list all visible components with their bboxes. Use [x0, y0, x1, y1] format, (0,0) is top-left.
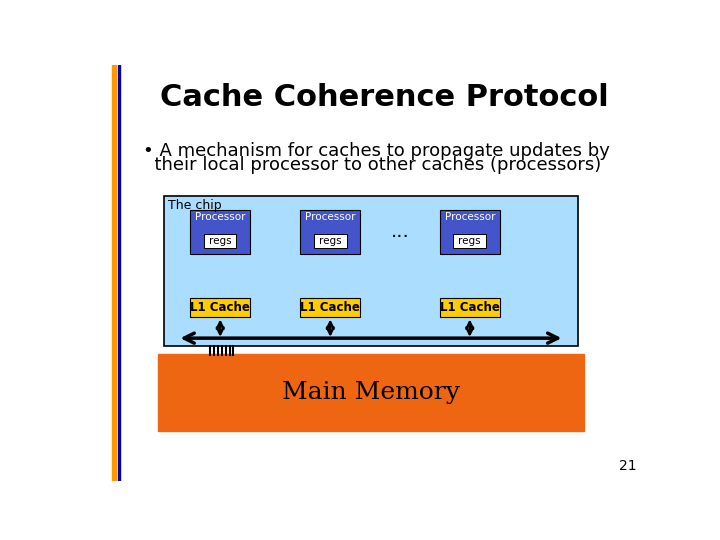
Bar [118, 65, 120, 481]
Text: • A mechanism for caches to propagate updates by: • A mechanism for caches to propagate up… [143, 142, 610, 160]
Text: their local processor to other caches (processors): their local processor to other caches (p… [143, 156, 601, 174]
Bar [190, 210, 251, 254]
Bar [314, 234, 346, 248]
Text: ...: ... [391, 222, 410, 241]
Bar [300, 210, 361, 254]
Text: regs: regs [209, 236, 232, 246]
Bar [454, 234, 486, 248]
Text: L1 Cache: L1 Cache [300, 301, 360, 314]
Text: Cache Coherence Protocol: Cache Coherence Protocol [160, 83, 609, 112]
Text: L1 Cache: L1 Cache [440, 301, 500, 314]
Text: regs: regs [459, 236, 481, 246]
Text: The chip: The chip [168, 199, 222, 212]
Bar [439, 210, 500, 254]
Bar [190, 298, 251, 316]
Bar [163, 195, 578, 346]
Bar [204, 234, 236, 248]
Text: Main Memory: Main Memory [282, 381, 460, 403]
Text: regs: regs [319, 236, 341, 246]
Text: Processor: Processor [195, 212, 246, 222]
Bar [158, 354, 585, 430]
Text: 21: 21 [618, 459, 636, 473]
Bar [300, 298, 361, 316]
Bar [439, 298, 500, 316]
Bar [112, 65, 116, 481]
Text: L1 Cache: L1 Cache [190, 301, 250, 314]
Text: Processor: Processor [444, 212, 495, 222]
Text: Processor: Processor [305, 212, 356, 222]
